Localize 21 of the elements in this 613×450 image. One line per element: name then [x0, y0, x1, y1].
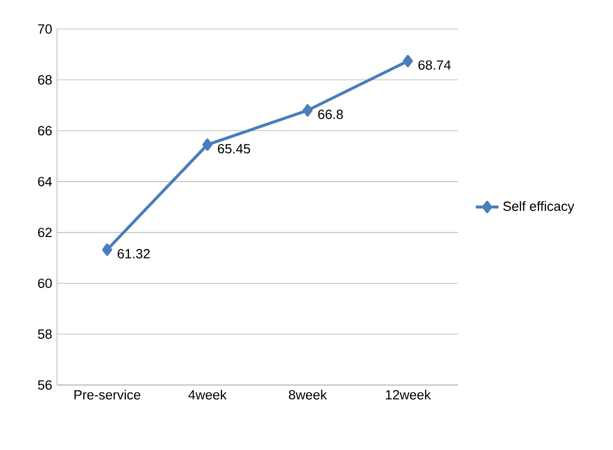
x-tick-label: 4week [188, 390, 227, 400]
y-tick-label: 58 [38, 329, 52, 339]
data-label: 68.74 [418, 60, 451, 70]
data-label: 61.32 [118, 249, 150, 258]
x-tick-label: 12week [386, 390, 431, 400]
y-tick-label: 64 [38, 176, 52, 186]
x-tick-label: 8week [288, 390, 327, 400]
data-label: 65.45 [218, 144, 250, 154]
y-tick-label: 70 [38, 24, 52, 34]
point [402, 54, 413, 68]
legend-label: Self efficacy [503, 201, 574, 214]
y-tick-label: 68 [38, 75, 52, 85]
point [202, 138, 212, 151]
x-tick-label: Pre-service [74, 390, 140, 400]
y-tick-label: 60 [38, 278, 52, 288]
y-tick-label: 66 [38, 126, 52, 136]
y-tick-label: 62 [38, 228, 52, 238]
data-label: 66.8 [318, 110, 343, 120]
y-tick-label: 56 [38, 380, 52, 390]
point [102, 244, 112, 256]
point [302, 104, 313, 117]
